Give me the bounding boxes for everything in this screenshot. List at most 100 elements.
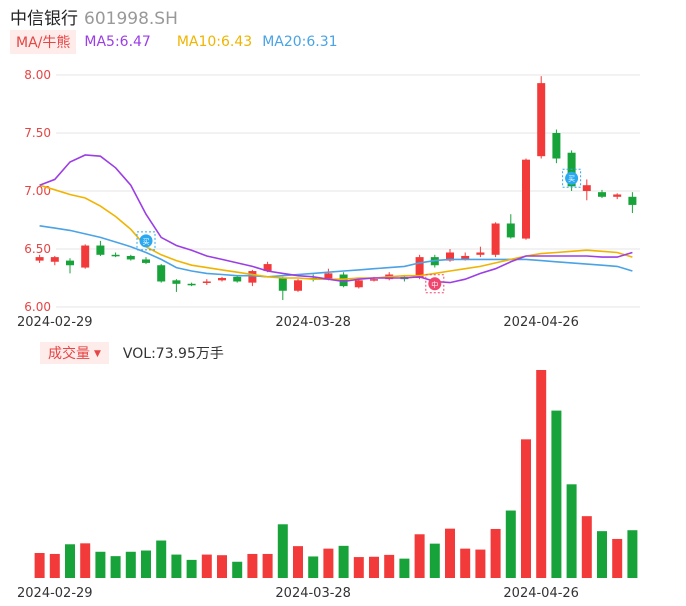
candlestick[interactable] xyxy=(96,245,105,255)
volume-bar[interactable] xyxy=(399,558,410,578)
candlestick[interactable] xyxy=(537,83,546,157)
candlestick[interactable] xyxy=(613,194,622,197)
ma5-line xyxy=(39,154,633,284)
candlestick[interactable] xyxy=(202,281,211,283)
volume-bar[interactable] xyxy=(186,559,197,578)
candlestick[interactable] xyxy=(248,271,257,283)
volume-tag-label: 成交量 xyxy=(48,346,90,362)
volume-bar[interactable] xyxy=(338,545,349,578)
candlestick[interactable] xyxy=(111,254,120,257)
volume-bar[interactable] xyxy=(277,524,288,578)
candlestick[interactable] xyxy=(157,265,166,282)
volume-bar[interactable] xyxy=(156,540,167,578)
candlestick[interactable] xyxy=(339,274,348,287)
volume-bar[interactable] xyxy=(612,538,623,578)
candlestick[interactable] xyxy=(50,257,59,262)
title-bar: 中信银行 601998.SH xyxy=(10,4,178,29)
volume-bar[interactable] xyxy=(536,370,547,578)
volume-bar[interactable] xyxy=(141,550,151,578)
price-axis-tick: 8.00 xyxy=(24,68,51,82)
volume-bar[interactable] xyxy=(429,543,440,578)
volume-bar[interactable] xyxy=(262,553,273,578)
price-axis-tick: 7.00 xyxy=(24,184,51,198)
price-chart[interactable]: 8.00 7.50 7.00 6.50 6.00 买中 买 2024-02-29 2024-03… xyxy=(0,40,686,330)
candlestick[interactable] xyxy=(278,278,287,291)
candlestick[interactable] xyxy=(66,260,74,266)
candlestick[interactable] xyxy=(81,245,90,268)
candlestick[interactable] xyxy=(142,259,150,263)
volume-bar[interactable] xyxy=(414,534,425,578)
ma20-value: MA20:6.31 xyxy=(262,34,338,50)
volume-bar[interactable] xyxy=(293,546,303,578)
candlestick[interactable] xyxy=(446,252,454,261)
candlestick[interactable] xyxy=(370,279,378,281)
neutral-signal-icon[interactable]: 中 xyxy=(425,274,445,294)
candlestick[interactable] xyxy=(598,192,606,197)
price-axis-tick: 6.50 xyxy=(24,242,51,256)
volume-legend: 成交量 ▼ VOL:73.95万手 xyxy=(40,342,224,364)
candlestick[interactable] xyxy=(172,280,181,284)
candlestick[interactable] xyxy=(461,255,470,260)
signal-label: 中 xyxy=(431,280,438,289)
ma-indicator-selector[interactable]: MA/牛熊 xyxy=(10,30,77,54)
candlestick[interactable] xyxy=(628,196,637,205)
candlestick[interactable] xyxy=(324,273,333,280)
candlestick[interactable] xyxy=(476,252,485,255)
candlestick[interactable] xyxy=(506,223,515,238)
volume-bar[interactable] xyxy=(65,544,75,578)
volume-bar[interactable] xyxy=(581,516,592,578)
volume-bar[interactable] xyxy=(201,554,212,578)
volume-bar[interactable] xyxy=(232,561,243,578)
volume-bar[interactable] xyxy=(95,551,106,578)
candlestick[interactable] xyxy=(218,278,226,281)
candlestick[interactable] xyxy=(415,257,424,278)
signal-label: 买 xyxy=(568,175,575,183)
volume-bar[interactable] xyxy=(566,484,577,578)
volume-bar[interactable] xyxy=(217,555,227,578)
volume-bar[interactable] xyxy=(490,528,501,578)
volume-bar[interactable] xyxy=(369,556,379,578)
volume-bar[interactable] xyxy=(110,556,121,578)
volume-bar[interactable] xyxy=(80,543,91,578)
volume-value: VOL:73.95万手 xyxy=(122,346,224,362)
volume-bar[interactable] xyxy=(384,554,395,578)
candlestick[interactable] xyxy=(263,264,272,272)
candlestick[interactable] xyxy=(35,257,44,261)
volume-bar[interactable] xyxy=(597,531,607,578)
volume-bar[interactable] xyxy=(49,553,60,578)
candlestick[interactable] xyxy=(126,255,135,260)
candlestick[interactable] xyxy=(491,223,500,255)
volume-bar[interactable] xyxy=(460,548,471,578)
volume-bar[interactable] xyxy=(125,551,136,578)
candlestick[interactable] xyxy=(233,276,242,282)
buy-signal-icon[interactable]: 买 xyxy=(136,231,156,251)
volume-bar[interactable] xyxy=(171,554,182,578)
signal-dot xyxy=(139,234,153,248)
buy-signal-icon[interactable]: 买 xyxy=(562,168,582,188)
volume-bar[interactable] xyxy=(521,439,531,578)
volume-bar[interactable] xyxy=(551,410,562,578)
candlestick[interactable] xyxy=(187,283,196,286)
volume-indicator-selector[interactable]: 成交量 ▼ xyxy=(40,342,109,364)
volume-date-label: 2024-04-26 xyxy=(503,586,579,601)
candlestick[interactable] xyxy=(522,159,530,239)
ma20-line xyxy=(39,225,633,278)
volume-bar[interactable] xyxy=(445,528,455,578)
volume-bar[interactable] xyxy=(353,557,364,578)
candlestick[interactable] xyxy=(552,133,561,159)
volume-chart[interactable]: 2024-02-29 2024-03-28 2024-04-26 xyxy=(0,360,686,606)
volume-bar[interactable] xyxy=(627,530,638,578)
volume-bar[interactable] xyxy=(34,553,45,578)
volume-bar[interactable] xyxy=(247,553,258,578)
candlestick[interactable] xyxy=(354,280,363,288)
volume-bar[interactable] xyxy=(475,549,486,578)
candlestick[interactable] xyxy=(294,280,302,291)
volume-bar[interactable] xyxy=(505,510,516,578)
price-date-label: 2024-02-29 xyxy=(17,315,93,330)
candlestick[interactable] xyxy=(582,185,591,191)
volume-bar[interactable] xyxy=(323,548,334,578)
ma10-value: MA10:6.43 xyxy=(176,34,253,50)
dropdown-caret-icon: ▼ xyxy=(94,349,101,359)
ma5-value: MA5:6.47 xyxy=(84,34,151,50)
volume-bar[interactable] xyxy=(308,556,319,578)
